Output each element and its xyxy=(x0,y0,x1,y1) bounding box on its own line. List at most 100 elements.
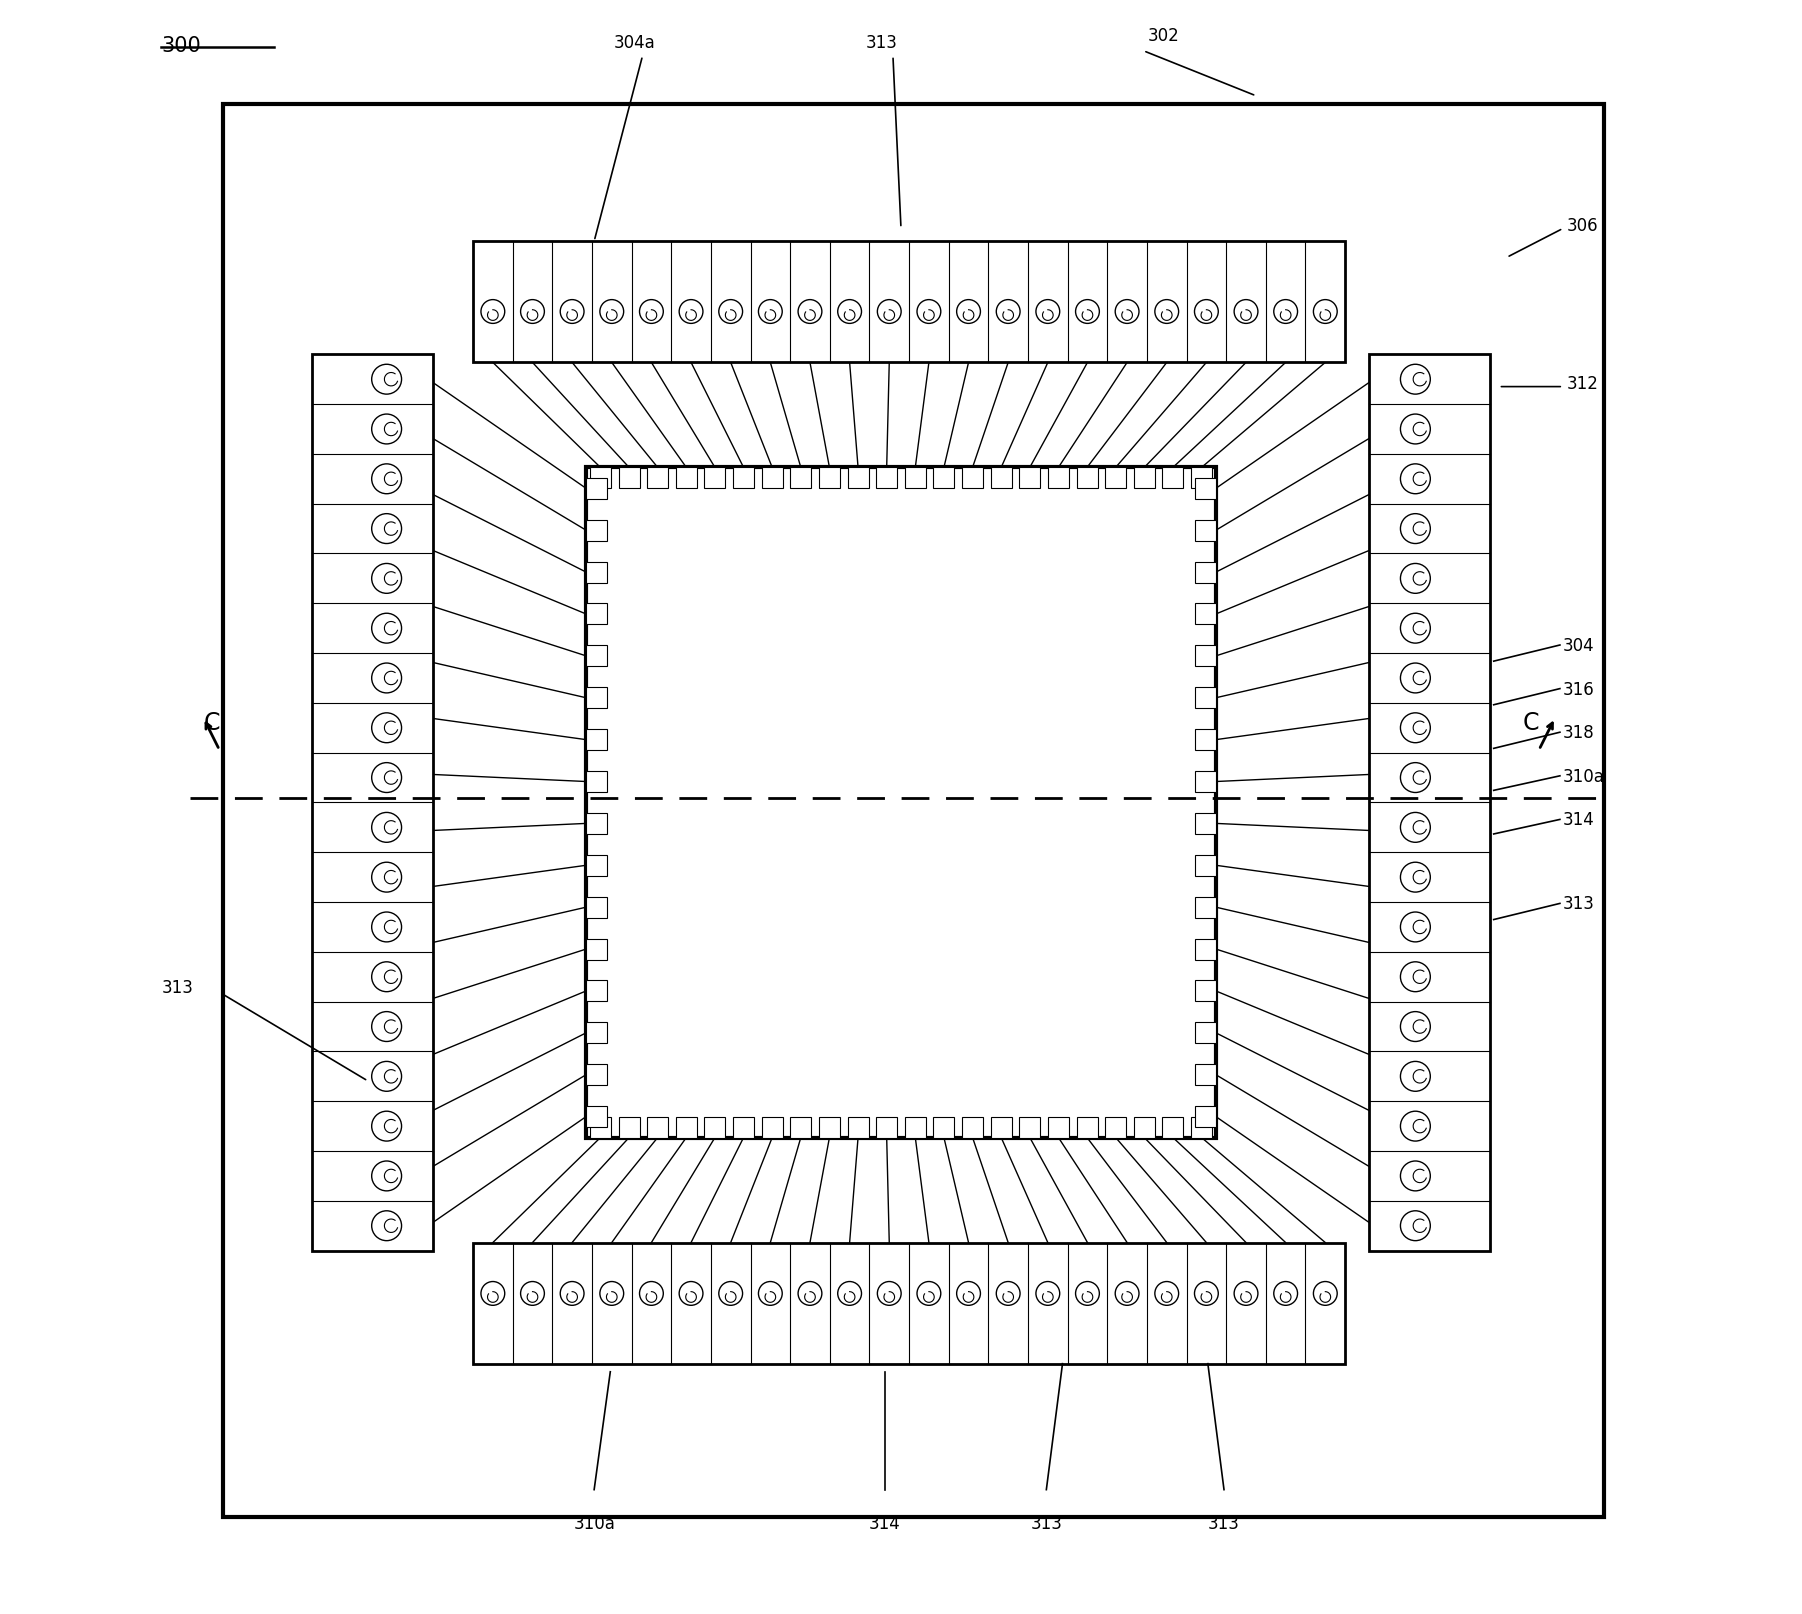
Bar xyxy=(1195,813,1216,834)
Bar xyxy=(962,1117,984,1138)
Bar xyxy=(1162,468,1184,489)
Text: 316: 316 xyxy=(1562,679,1595,699)
Text: 318: 318 xyxy=(1562,723,1595,742)
Bar xyxy=(991,1117,1011,1138)
Bar xyxy=(586,562,607,583)
Bar xyxy=(1191,468,1213,489)
Bar xyxy=(586,771,607,792)
Bar xyxy=(1162,1117,1184,1138)
Text: 300: 300 xyxy=(162,36,202,55)
Bar xyxy=(586,1107,607,1128)
Bar xyxy=(1191,1117,1213,1138)
Bar xyxy=(1195,981,1216,1002)
Bar xyxy=(876,468,897,489)
Bar xyxy=(791,1117,811,1138)
Bar xyxy=(1195,771,1216,792)
Bar xyxy=(1195,520,1216,541)
Bar xyxy=(818,1117,840,1138)
Bar xyxy=(1133,468,1155,489)
Bar xyxy=(1195,1023,1216,1044)
Bar xyxy=(589,1117,611,1138)
Bar xyxy=(962,468,984,489)
Bar xyxy=(586,939,607,960)
Bar xyxy=(586,520,607,541)
Text: 313: 313 xyxy=(1562,894,1595,914)
Bar xyxy=(1370,355,1490,1251)
Text: 313: 313 xyxy=(865,34,897,52)
Bar xyxy=(733,1117,753,1138)
Bar xyxy=(1195,939,1216,960)
Text: 312: 312 xyxy=(1566,374,1598,394)
Bar xyxy=(589,468,611,489)
Bar xyxy=(647,1117,669,1138)
Text: 313: 313 xyxy=(1031,1514,1063,1532)
Bar xyxy=(676,1117,697,1138)
Bar xyxy=(1195,897,1216,918)
Text: C: C xyxy=(1523,710,1539,734)
Bar xyxy=(933,468,955,489)
Bar xyxy=(762,468,782,489)
Bar xyxy=(1133,1117,1155,1138)
Bar xyxy=(1195,1107,1216,1128)
Bar xyxy=(586,813,607,834)
Bar xyxy=(905,468,926,489)
Bar xyxy=(223,105,1604,1517)
Text: 314: 314 xyxy=(1562,810,1595,830)
Bar xyxy=(676,468,697,489)
Bar xyxy=(1105,468,1126,489)
Bar xyxy=(474,1243,1344,1364)
Bar xyxy=(1105,1117,1126,1138)
Bar xyxy=(1195,562,1216,583)
Bar xyxy=(474,242,1344,363)
Text: 304a: 304a xyxy=(614,34,656,52)
Bar xyxy=(1195,688,1216,709)
Bar xyxy=(586,468,1216,1138)
Bar xyxy=(847,468,869,489)
Bar xyxy=(586,730,607,751)
Bar xyxy=(933,1117,955,1138)
Text: 313: 313 xyxy=(1207,1514,1240,1532)
Text: C: C xyxy=(204,710,220,734)
Bar xyxy=(586,604,607,625)
Bar xyxy=(586,478,607,499)
Bar xyxy=(1195,646,1216,667)
Bar xyxy=(586,646,607,667)
Bar xyxy=(705,1117,726,1138)
Bar xyxy=(586,1023,607,1044)
Bar xyxy=(762,1117,782,1138)
Bar xyxy=(791,468,811,489)
Bar xyxy=(647,468,669,489)
Bar xyxy=(586,688,607,709)
Bar xyxy=(876,1117,897,1138)
Bar xyxy=(312,355,432,1251)
Text: 304: 304 xyxy=(1562,636,1595,655)
Text: 302: 302 xyxy=(1148,27,1180,45)
Bar xyxy=(847,1117,869,1138)
Text: 310a: 310a xyxy=(573,1514,614,1532)
Bar xyxy=(1020,468,1040,489)
Bar xyxy=(905,1117,926,1138)
Bar xyxy=(1020,1117,1040,1138)
Text: 313: 313 xyxy=(162,978,193,997)
Bar xyxy=(586,897,607,918)
Bar xyxy=(1195,855,1216,876)
Bar xyxy=(705,468,726,489)
Text: 314: 314 xyxy=(869,1514,901,1532)
Bar xyxy=(1076,1117,1097,1138)
Bar xyxy=(618,1117,640,1138)
Text: 310a: 310a xyxy=(1562,767,1606,786)
Text: 306: 306 xyxy=(1566,216,1598,236)
Bar xyxy=(1195,604,1216,625)
Bar xyxy=(733,468,753,489)
Bar xyxy=(586,855,607,876)
Bar xyxy=(1049,468,1069,489)
Bar xyxy=(586,981,607,1002)
Bar xyxy=(618,468,640,489)
Bar xyxy=(586,1065,607,1086)
Bar xyxy=(991,468,1011,489)
Bar xyxy=(1195,1065,1216,1086)
Bar xyxy=(818,468,840,489)
Bar xyxy=(1076,468,1097,489)
Bar xyxy=(1195,478,1216,499)
Bar xyxy=(1049,1117,1069,1138)
